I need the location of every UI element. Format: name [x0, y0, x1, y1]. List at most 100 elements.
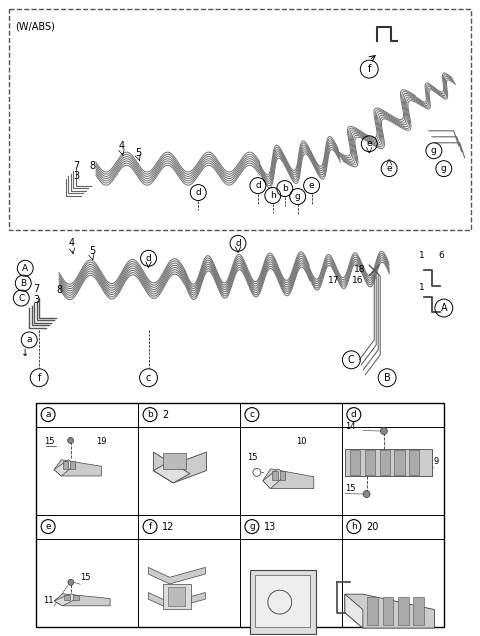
Text: 15: 15 [44, 438, 55, 446]
Text: ↓: ↓ [21, 348, 29, 358]
Polygon shape [154, 461, 190, 483]
Text: 14: 14 [345, 422, 355, 431]
Bar [163, 453, 187, 469]
Bar [272, 471, 277, 480]
Text: 10: 10 [296, 437, 306, 446]
Text: c: c [250, 410, 254, 419]
Text: 13: 13 [264, 522, 276, 532]
Text: 5: 5 [89, 246, 95, 256]
Circle shape [380, 427, 387, 434]
Text: 18: 18 [354, 265, 366, 274]
Bar [70, 461, 75, 469]
Text: C: C [18, 294, 24, 303]
Polygon shape [263, 469, 286, 488]
Text: h: h [351, 522, 357, 531]
Bar [72, 595, 79, 600]
Text: 8: 8 [56, 285, 62, 295]
Circle shape [68, 438, 73, 443]
Text: e: e [309, 181, 314, 190]
Text: (W/ABS): (W/ABS) [15, 21, 55, 31]
Text: A: A [22, 264, 28, 273]
Text: 4: 4 [119, 141, 125, 151]
Text: 3: 3 [73, 170, 79, 181]
Text: 7: 7 [73, 161, 79, 170]
Text: f: f [148, 522, 152, 531]
Text: 1: 1 [419, 251, 425, 260]
Bar [350, 450, 360, 474]
Bar [9, 10, 471, 230]
Bar [64, 595, 71, 600]
Circle shape [363, 490, 370, 497]
Bar [398, 597, 408, 625]
Text: 1: 1 [419, 283, 425, 292]
Text: 4: 4 [69, 238, 75, 248]
Text: 3: 3 [33, 295, 39, 305]
Text: 11: 11 [43, 596, 54, 605]
Text: 5: 5 [136, 148, 142, 158]
Text: d: d [145, 254, 151, 263]
Text: 8: 8 [89, 161, 95, 170]
Bar [383, 597, 393, 625]
Polygon shape [263, 469, 314, 488]
Bar [367, 597, 378, 625]
Polygon shape [54, 594, 79, 606]
Text: g: g [441, 164, 447, 173]
Bar [380, 450, 390, 474]
Bar [345, 450, 432, 476]
Text: A: A [441, 303, 447, 313]
Text: 6: 6 [439, 251, 444, 260]
Bar [409, 450, 420, 474]
Text: 19: 19 [96, 438, 106, 446]
Polygon shape [54, 594, 110, 606]
Bar [365, 450, 375, 474]
Text: e: e [45, 522, 51, 531]
Text: d: d [255, 181, 261, 190]
Text: b: b [147, 410, 153, 419]
Text: d: d [235, 239, 241, 248]
Text: g: g [431, 146, 437, 155]
Text: C: C [348, 355, 355, 365]
Bar [394, 450, 405, 474]
Text: g: g [249, 522, 255, 531]
Text: 7: 7 [33, 284, 39, 294]
Text: b: b [282, 184, 288, 193]
Text: g: g [295, 192, 300, 201]
Text: f: f [368, 64, 371, 74]
Text: B: B [384, 373, 391, 383]
Text: d: d [195, 188, 201, 197]
Text: c: c [146, 373, 151, 383]
Bar [255, 576, 310, 628]
Text: B: B [20, 279, 26, 287]
Bar [250, 570, 316, 634]
Polygon shape [154, 452, 206, 483]
Text: h: h [270, 191, 276, 200]
Text: a: a [26, 335, 32, 345]
Circle shape [68, 579, 74, 585]
Bar [413, 597, 424, 625]
Text: 12: 12 [162, 522, 174, 532]
Text: f: f [37, 373, 41, 383]
Bar [168, 587, 185, 605]
Polygon shape [345, 594, 434, 628]
Bar [36, 403, 444, 626]
Text: 15: 15 [247, 453, 257, 462]
Text: a: a [46, 410, 51, 419]
Polygon shape [148, 593, 205, 609]
Polygon shape [54, 460, 75, 476]
Bar [280, 471, 285, 480]
Text: 9: 9 [433, 457, 439, 466]
Polygon shape [345, 594, 363, 628]
Text: e: e [366, 139, 372, 148]
Text: 16: 16 [352, 276, 364, 285]
Text: 15: 15 [80, 573, 91, 583]
Text: 17: 17 [327, 276, 339, 285]
Polygon shape [148, 567, 205, 584]
Bar [163, 584, 191, 609]
Text: 20: 20 [366, 522, 378, 532]
Polygon shape [54, 460, 101, 476]
Bar [62, 461, 68, 469]
Text: 2: 2 [162, 410, 168, 420]
Text: 15: 15 [345, 483, 355, 493]
Text: d: d [351, 410, 357, 419]
Text: e: e [386, 164, 392, 173]
